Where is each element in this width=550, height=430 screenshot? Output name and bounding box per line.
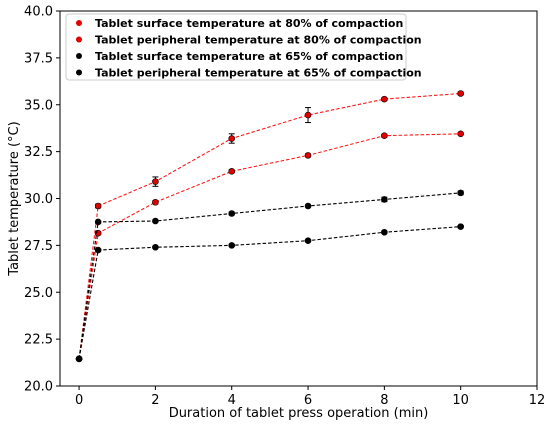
data-point [228,168,236,175]
series-layer [75,90,464,363]
data-point [381,95,388,103]
data-point [152,243,159,251]
legend-label: Tablet surface temperature at 80% of com… [95,17,403,30]
y-tick-label: 20.0 [24,380,53,395]
y-tick-label: 25.0 [24,286,53,301]
x-tick-label: 0 [75,393,83,408]
x-tick-label: 10 [452,393,469,408]
y-tick-label: 32.5 [24,145,53,160]
data-point [304,111,312,119]
data-point [457,90,464,97]
data-point [304,152,312,159]
legend: Tablet surface temperature at 80% of com… [65,13,422,81]
data-point [94,202,102,210]
data-point [228,210,236,217]
data-point [304,202,312,210]
series-2 [75,130,464,363]
series-line [78,226,461,359]
y-tick-label: 40.0 [24,5,53,20]
x-tick-label: 8 [380,393,388,408]
axes-layer: 0 2 4 6 8 10 12 20.0 22.5 25.0 27.5 30.0 32.5 35.0 37.… [24,5,545,409]
legend-marker [76,20,82,26]
y-tick-label: 27.5 [24,239,53,254]
data-point [381,196,388,203]
series-line [78,192,461,359]
y-tick-label: 30.0 [24,192,53,207]
legend-marker [76,53,82,59]
legend-label: Tablet surface temperature at 65% of com… [95,50,403,63]
data-point [457,189,464,197]
data-point [152,217,159,225]
y-tick-label: 22.5 [24,333,53,348]
x-tick-label: 12 [529,393,546,408]
data-point [381,132,388,139]
data-point [304,237,312,244]
data-point [152,178,159,185]
data-point [457,223,464,230]
data-point [152,198,159,206]
series-line [78,92,461,359]
legend-box [65,13,407,81]
data-point [381,228,388,236]
data-point [75,355,83,363]
x-tick-label: 2 [151,393,159,408]
legend-label: Tablet peripheral temperature at 80% of … [95,34,422,47]
legend-marker [76,36,82,43]
series-4 [75,223,464,363]
x-tick-label: 6 [304,393,312,408]
legend-label: Tablet peripheral temperature at 65% of … [95,67,422,80]
legend-marker [76,69,82,76]
data-point [228,242,236,249]
series-3 [75,189,464,363]
data-point [94,246,102,254]
y-axis-label: Tablet temperature (°C) [7,121,22,276]
data-point [94,218,102,226]
series-line [78,133,461,359]
data-point [457,130,464,138]
x-axis-label: Duration of tablet press operation (min) [169,406,429,421]
x-tick-label: 4 [228,393,236,408]
data-point [228,135,236,142]
y-tick-label: 37.5 [24,51,53,66]
y-tick-label: 35.0 [24,98,53,113]
series-1 [75,90,464,363]
